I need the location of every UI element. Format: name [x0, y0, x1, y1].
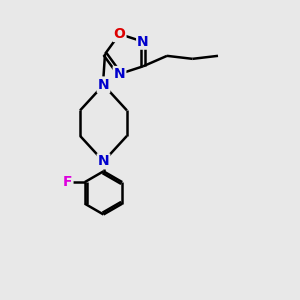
Text: F: F	[63, 175, 72, 189]
Text: O: O	[114, 27, 125, 41]
Text: N: N	[98, 78, 109, 92]
Text: N: N	[98, 154, 109, 168]
Text: N: N	[114, 67, 125, 81]
Text: N: N	[137, 35, 149, 49]
